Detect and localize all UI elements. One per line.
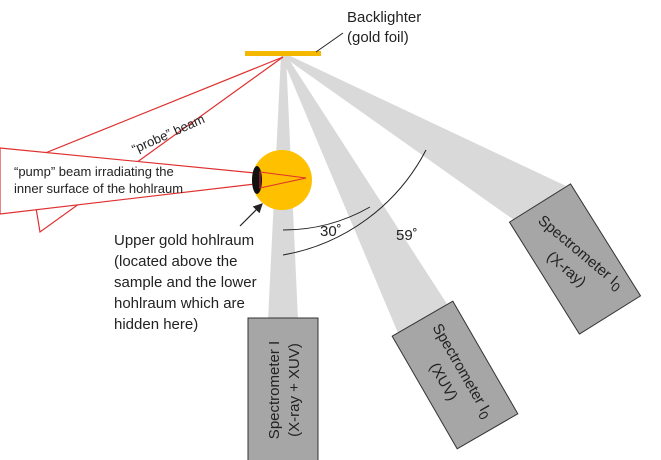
spectrometer-name: Spectrometer I — [266, 341, 283, 439]
pump-beam — [0, 147, 307, 215]
backlighter-line: (gold foil) — [347, 29, 409, 46]
backlighter-line: Backlighter — [347, 9, 421, 26]
hohlraum-line: sample and the lower — [114, 274, 257, 291]
beam-to-spectrometer-xray — [281, 54, 566, 220]
hohlraum — [252, 150, 312, 210]
spectrometer: Spectrometer I0(XUV) — [391, 300, 519, 450]
angle-text: 30˚ — [320, 223, 342, 240]
spectrometer-label: Spectrometer I (X-ray + XUV) — [266, 341, 303, 439]
spectrometer-box — [247, 317, 319, 460]
spectrometer: Spectrometer I (X-ray + XUV) — [247, 317, 319, 460]
hohlraum-line: hidden here) — [114, 316, 198, 333]
pump-line: “pump” beam irradiating the — [14, 164, 174, 179]
beam-to-spectrometer-xuv — [281, 55, 447, 333]
angle-arc — [282, 149, 427, 256]
hohlraum-label: Upper gold hohlraum (located above the sam… — [114, 232, 257, 333]
backlighter-label: Backlighter (gold foil) — [347, 9, 421, 46]
backlighter — [245, 51, 321, 56]
angle-label: 59˚ — [396, 227, 418, 244]
hohlraum-line: hohlraum which are — [114, 295, 245, 312]
spectrometer-detail: (X-ray + XUV) — [286, 343, 303, 437]
pump-focus — [259, 171, 307, 189]
backlighter-pointer — [315, 32, 344, 53]
hohlraum-line: (located above the — [114, 253, 237, 270]
spectrometer-box — [508, 183, 642, 335]
hohlraum-arrow — [239, 203, 263, 227]
hohlraum-line: Upper gold hohlraum — [114, 232, 254, 249]
angle-text: 59˚ — [396, 227, 418, 244]
angle-label: 30˚ — [320, 223, 342, 240]
angle-arc — [282, 206, 371, 231]
pump-line: inner surface of the hohlraum — [14, 181, 183, 196]
spectrometer-box — [391, 300, 519, 450]
pump-beam-label: “pump” beam irradiating the inner surface… — [14, 164, 183, 196]
